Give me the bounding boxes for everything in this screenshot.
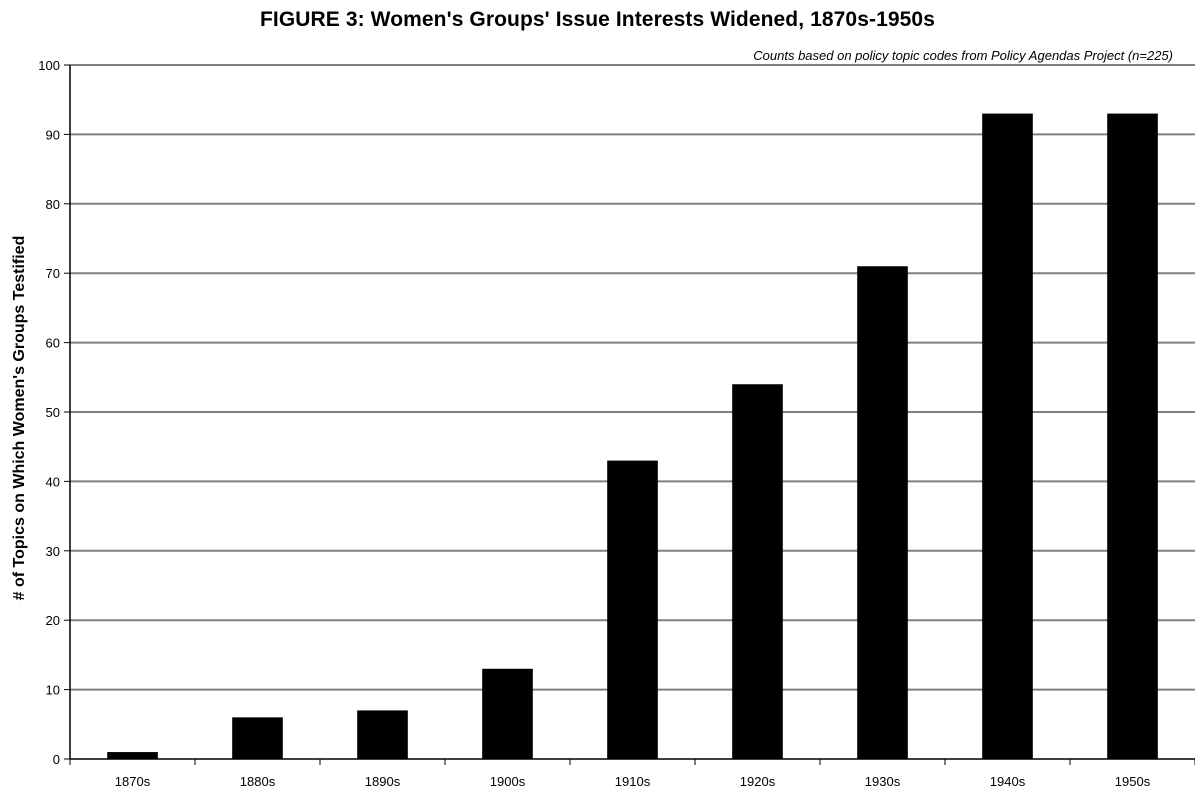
bar-1920s [732,384,783,759]
bar-1900s [482,668,533,759]
y-tick-label: 10 [46,683,60,698]
chart-title: FIGURE 3: Women's Groups' Issue Interest… [259,8,935,31]
y-tick-label: 70 [46,266,60,281]
y-tick-labels: 0 10 20 30 40 50 60 70 80 90 100 [38,58,60,767]
x-tick-label-1870s: 1870s [115,774,151,789]
bar-1880s [232,717,283,759]
axes [64,64,1195,765]
y-tick-label: 40 [46,474,60,489]
y-tick-label: 60 [46,336,60,351]
bars [107,113,1158,759]
bar-1950s [1107,113,1158,759]
x-tick-label-1910s: 1910s [615,774,651,789]
x-tick-label-1900s: 1900s [490,774,526,789]
y-tick-label: 80 [46,197,60,212]
bar-1870s [107,752,158,759]
bar-1940s [982,113,1033,759]
y-tick-label: 30 [46,544,60,559]
x-tick-label-1950s: 1950s [1115,774,1151,789]
y-tick-label: 0 [53,752,60,767]
bar-1890s [357,710,408,759]
y-tick-label: 90 [46,127,60,142]
bar-1910s [607,460,658,759]
y-tick-label: 20 [46,613,60,628]
chart-subtitle: Counts based on policy topic codes from … [753,48,1173,63]
x-tick-label-1890s: 1890s [365,774,401,789]
x-tick-label-1940s: 1940s [990,774,1026,789]
x-tick-label-1880s: 1880s [240,774,276,789]
x-tick-label-1930s: 1930s [865,774,901,789]
y-tick-label: 50 [46,405,60,420]
bar-1930s [857,266,908,759]
x-tick-labels: 1870s 1880s 1890s 1900s 1910s 1920s 1930s 1940s… [115,774,1151,789]
y-tick-label: 100 [38,58,60,73]
x-tick-label-1920s: 1920s [740,774,776,789]
y-axis-title: # of Topics on Which Women's Groups Test… [11,236,28,601]
